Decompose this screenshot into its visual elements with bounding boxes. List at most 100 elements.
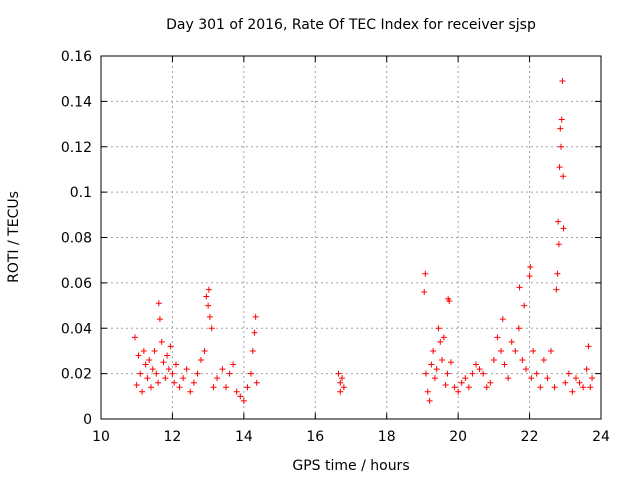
data-point [458, 379, 465, 386]
data-point [435, 325, 442, 332]
x-tick-label: 20 [449, 429, 467, 445]
data-point [444, 370, 451, 377]
x-tick-label: 14 [235, 429, 253, 445]
data-point [149, 366, 156, 373]
data-point [162, 375, 169, 382]
x-tick-label: 10 [92, 429, 110, 445]
data-point [512, 347, 519, 354]
data-point [205, 286, 212, 293]
data-point [433, 366, 440, 373]
data-point [483, 384, 490, 391]
data-point [431, 375, 438, 382]
data-point [465, 384, 472, 391]
data-point [494, 334, 501, 341]
data-point [180, 375, 187, 382]
data-point [201, 347, 208, 354]
x-tick-label: 18 [378, 429, 396, 445]
data-point [455, 388, 462, 395]
data-point [521, 302, 528, 309]
y-tick-label: 0.14 [61, 94, 92, 110]
data-point [583, 366, 590, 373]
data-point [519, 357, 526, 364]
data-point [190, 379, 197, 386]
data-point [208, 325, 215, 332]
data-point [442, 381, 449, 388]
data-point [237, 393, 244, 400]
data-point [252, 313, 259, 320]
data-point [439, 357, 446, 364]
data-point [553, 286, 560, 293]
axis-ticks: 10 12 14 16 18 20 22 24 0 0.02 0.04 0.06 0.08 0.1 0.12… [61, 49, 610, 445]
y-tick-label: 0.1 [70, 185, 92, 201]
data-point [253, 379, 260, 386]
data-point [160, 359, 167, 366]
data-point [544, 375, 551, 382]
data-point [230, 361, 237, 368]
x-tick-label: 22 [521, 429, 539, 445]
data-point [428, 361, 435, 368]
x-axis-label: GPS time / hours [292, 458, 409, 474]
data-point [214, 375, 221, 382]
data-point [480, 370, 487, 377]
data-point [340, 384, 347, 391]
data-point [198, 357, 204, 364]
data-point [248, 370, 254, 377]
data-point [551, 384, 558, 391]
data-point [146, 357, 153, 364]
data-point [527, 263, 534, 270]
data-point [153, 370, 160, 377]
x-tick-label: 16 [306, 429, 324, 445]
data-point [176, 384, 183, 391]
data-point [533, 370, 540, 377]
data-point [498, 347, 504, 354]
data-point [158, 338, 165, 345]
data-point [451, 384, 458, 391]
data-point [226, 370, 233, 377]
data-point [462, 375, 469, 382]
data-point [183, 366, 190, 373]
data-point [210, 384, 217, 391]
data-point [555, 218, 562, 225]
chart-title: Day 301 of 2016, Rate Of TEC Index for r… [166, 17, 536, 33]
data-point [537, 384, 544, 391]
data-point [508, 338, 515, 345]
data-point [580, 384, 587, 391]
data-point [223, 384, 229, 391]
y-tick-label: 0.08 [61, 231, 92, 247]
data-point [530, 347, 537, 354]
y-tick-label: 0.16 [61, 49, 92, 65]
data-point [469, 370, 476, 377]
data-point [430, 347, 437, 354]
data-point [423, 370, 429, 377]
data-point [205, 302, 212, 309]
data-point [589, 375, 596, 382]
data-point [165, 366, 172, 373]
data-point [560, 225, 567, 232]
data-point [487, 379, 494, 386]
y-axis-label: ROTI / TECUs [6, 191, 22, 283]
data-point [440, 334, 447, 341]
y-tick-label: 0.12 [61, 140, 92, 156]
data-point [171, 379, 178, 386]
data-point [140, 347, 147, 354]
data-point [131, 334, 138, 341]
data-point [515, 325, 522, 332]
data-point [576, 379, 583, 386]
data-point [559, 77, 566, 84]
data-point [560, 173, 567, 180]
data-point [137, 370, 144, 377]
data-point [148, 384, 154, 391]
data-point [490, 357, 497, 364]
y-tick-label: 0.02 [61, 367, 92, 383]
x-tick-label: 12 [164, 429, 182, 445]
data-point [203, 293, 210, 300]
data-point [249, 347, 256, 354]
data-point [144, 375, 151, 382]
data-point [569, 388, 576, 395]
data-point [219, 366, 226, 373]
data-point [437, 338, 444, 345]
data-point [155, 379, 162, 386]
data-point [335, 370, 342, 377]
